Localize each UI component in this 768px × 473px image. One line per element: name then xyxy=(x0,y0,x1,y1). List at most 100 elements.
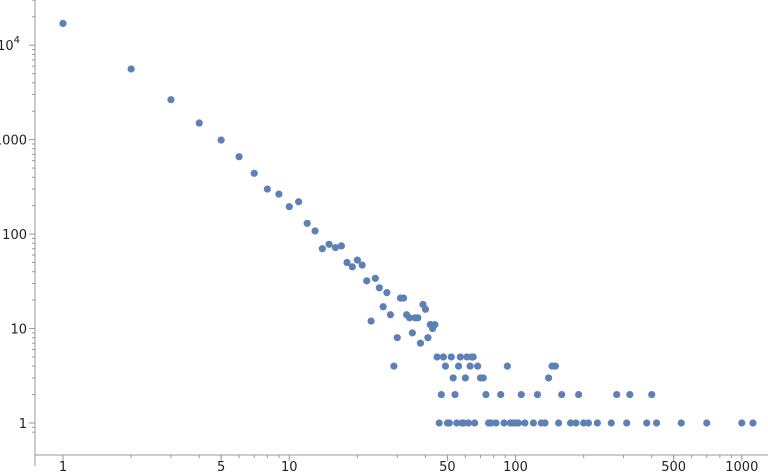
data-point xyxy=(464,419,473,427)
y-tick-exponent: 4 xyxy=(14,35,20,46)
data-point xyxy=(303,219,311,227)
data-point xyxy=(435,419,443,427)
data-point xyxy=(479,374,487,382)
data-point xyxy=(363,277,371,285)
data-point xyxy=(529,419,538,427)
data-point xyxy=(453,419,461,427)
x-ticks: 1 5 10 50 100 500 1000 xyxy=(59,455,758,473)
data-point xyxy=(551,362,559,370)
data-point xyxy=(195,119,203,127)
data-point xyxy=(593,419,601,427)
data-point xyxy=(466,362,474,370)
data-point xyxy=(558,390,566,399)
data-point xyxy=(390,362,398,370)
data-point xyxy=(250,169,258,177)
data-point xyxy=(235,153,243,161)
data-point xyxy=(497,390,505,399)
data-point xyxy=(408,329,416,337)
data-point xyxy=(469,353,477,361)
data-point xyxy=(421,305,430,313)
data-point xyxy=(454,362,463,370)
data-point xyxy=(572,419,580,427)
data-point xyxy=(167,96,175,104)
minor-ticks xyxy=(32,0,732,458)
data-point xyxy=(437,390,445,399)
data-point xyxy=(492,419,500,427)
data-point xyxy=(584,419,593,427)
data-point xyxy=(383,289,391,297)
data-point xyxy=(503,362,511,370)
data-point xyxy=(358,261,366,269)
y-tick-label: 10 xyxy=(10,323,27,338)
data-point xyxy=(482,390,490,399)
data-point xyxy=(275,190,283,198)
data-point xyxy=(456,353,464,361)
data-point xyxy=(652,419,661,427)
y-tick-label: 104 xyxy=(0,35,20,54)
data-point xyxy=(555,419,563,427)
x-tick-label: 1000 xyxy=(725,460,758,473)
data-point xyxy=(263,185,271,193)
data-point xyxy=(217,136,225,144)
data-point xyxy=(643,419,651,427)
x-tick-label: 100 xyxy=(503,460,528,473)
data-point xyxy=(648,390,656,399)
data-point xyxy=(474,362,482,370)
axes xyxy=(34,0,768,466)
data-point xyxy=(127,65,135,73)
data-point xyxy=(566,419,575,427)
y-tick-label: 1000 xyxy=(0,134,27,149)
data-point xyxy=(517,390,525,399)
data-point xyxy=(318,245,326,253)
x-tick-label: 10 xyxy=(281,460,298,473)
data-point xyxy=(738,419,746,427)
data-point xyxy=(607,419,615,427)
data-point xyxy=(405,314,414,322)
x-tick-label: 50 xyxy=(439,460,456,473)
data-point xyxy=(367,317,375,325)
data-point xyxy=(447,353,455,361)
y-tick-label: 1 xyxy=(19,417,27,432)
data-point xyxy=(461,374,469,382)
data-point xyxy=(424,334,432,342)
data-point xyxy=(348,263,356,271)
x-tick-label: 1 xyxy=(59,460,67,473)
data-point xyxy=(331,243,340,252)
data-point xyxy=(431,321,439,329)
data-point xyxy=(514,419,523,427)
data-point xyxy=(439,353,448,361)
x-tick-label: 500 xyxy=(661,460,686,473)
data-point xyxy=(379,303,387,311)
data-point xyxy=(416,339,425,347)
data-point xyxy=(337,242,346,250)
data-point xyxy=(677,419,685,427)
data-point xyxy=(575,390,583,399)
data-point xyxy=(445,419,453,427)
data-point xyxy=(703,419,711,427)
data-point xyxy=(414,314,422,322)
y-tick-label: 100 xyxy=(2,228,27,243)
data-point xyxy=(285,203,293,211)
data-point xyxy=(533,390,542,399)
data-point xyxy=(311,227,319,235)
data-point xyxy=(541,419,549,427)
data-point xyxy=(623,419,631,427)
data-point xyxy=(749,419,757,427)
data-point xyxy=(371,274,379,282)
data-point xyxy=(433,353,441,361)
data-point xyxy=(449,374,457,382)
data-point xyxy=(626,390,634,399)
data-point xyxy=(295,198,303,206)
data-point xyxy=(451,390,459,399)
data-point xyxy=(500,419,508,427)
data-point xyxy=(343,258,351,267)
data-point xyxy=(471,419,479,427)
data-point xyxy=(545,374,553,382)
data-point xyxy=(59,19,67,28)
data-point xyxy=(613,390,621,399)
data-point xyxy=(399,294,408,302)
data-point xyxy=(386,311,395,319)
data-point xyxy=(325,240,333,248)
data-points xyxy=(59,19,757,427)
